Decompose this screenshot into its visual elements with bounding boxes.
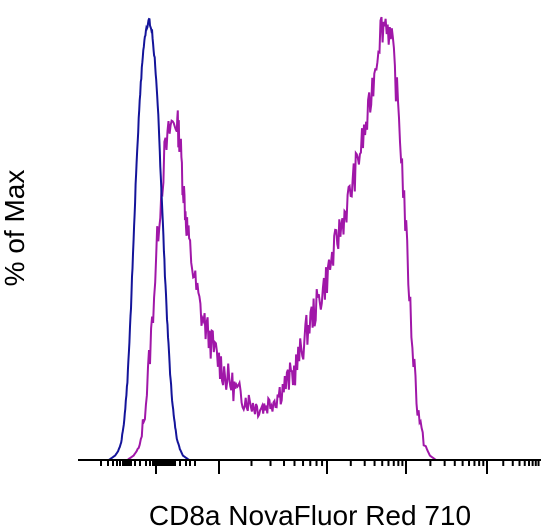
x-axis-title: CD8a NovaFluor Red 710 [149, 500, 471, 527]
x-axis-ticks [100, 460, 540, 474]
series-line-purple [78, 16, 541, 461]
series-layer [78, 16, 541, 461]
y-axis-title: % of Max [0, 170, 30, 287]
series-line-blue [78, 17, 541, 461]
